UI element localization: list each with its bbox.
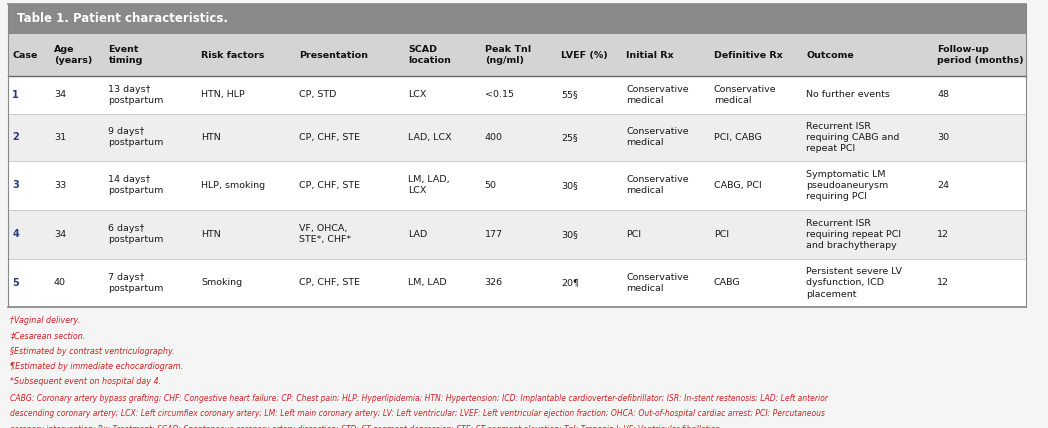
Text: 3: 3 bbox=[13, 180, 19, 190]
Text: 34: 34 bbox=[53, 230, 66, 239]
Text: Recurrent ISR
requiring CABG and
repeat PCI: Recurrent ISR requiring CABG and repeat … bbox=[807, 122, 900, 153]
Text: LAD: LAD bbox=[409, 230, 428, 239]
Text: 177: 177 bbox=[484, 230, 503, 239]
Text: 30§: 30§ bbox=[561, 181, 577, 190]
Text: ‡Cesarean section.: ‡Cesarean section. bbox=[10, 332, 86, 341]
Text: CABG: CABG bbox=[714, 279, 740, 288]
Bar bbox=[8, 34, 1026, 76]
Text: coronary intervention; Rx: Treatment; SCAD: Spontaneous coronary artery dissecti: coronary intervention; Rx: Treatment; SC… bbox=[10, 425, 723, 428]
Text: Event
timing: Event timing bbox=[108, 45, 143, 65]
Text: LM, LAD,
LCX: LM, LAD, LCX bbox=[409, 175, 450, 196]
Text: 7 days†
postpartum: 7 days† postpartum bbox=[108, 273, 163, 293]
Text: Conservative
medical: Conservative medical bbox=[627, 175, 690, 196]
Text: Follow-up
period (months): Follow-up period (months) bbox=[937, 45, 1024, 65]
Text: HTN: HTN bbox=[201, 230, 221, 239]
Text: Symptomatic LM
pseudoaneurysm
requiring PCI: Symptomatic LM pseudoaneurysm requiring … bbox=[807, 170, 889, 201]
Text: 400: 400 bbox=[484, 133, 503, 142]
Text: 50: 50 bbox=[484, 181, 497, 190]
Text: †Vaginal delivery.: †Vaginal delivery. bbox=[10, 316, 81, 325]
Bar bbox=[8, 114, 1026, 161]
Text: HTN: HTN bbox=[201, 133, 221, 142]
Text: 48: 48 bbox=[937, 90, 949, 99]
Text: Presentation: Presentation bbox=[300, 51, 368, 59]
Text: ¶Estimated by immediate echocardiogram.: ¶Estimated by immediate echocardiogram. bbox=[10, 362, 183, 371]
Text: LVEF (%): LVEF (%) bbox=[561, 51, 608, 59]
Text: PCI: PCI bbox=[714, 230, 728, 239]
Text: Persistent severe LV
dysfunction, ICD
placement: Persistent severe LV dysfunction, ICD pl… bbox=[807, 268, 902, 299]
Text: 55§: 55§ bbox=[561, 90, 577, 99]
Text: 24: 24 bbox=[937, 181, 949, 190]
Text: LCX: LCX bbox=[409, 90, 427, 99]
Text: CABG, PCI: CABG, PCI bbox=[714, 181, 762, 190]
Text: Peak TnI
(ng/ml): Peak TnI (ng/ml) bbox=[484, 45, 531, 65]
Text: 6 days†
postpartum: 6 days† postpartum bbox=[108, 224, 163, 244]
Text: Conservative
medical: Conservative medical bbox=[627, 273, 690, 293]
Text: 40: 40 bbox=[53, 279, 66, 288]
Text: HTN, HLP: HTN, HLP bbox=[201, 90, 245, 99]
Text: 20¶: 20¶ bbox=[561, 279, 578, 288]
Bar bbox=[8, 76, 1026, 114]
Text: 31: 31 bbox=[53, 133, 66, 142]
Text: PCI: PCI bbox=[627, 230, 641, 239]
Text: PCI, CABG: PCI, CABG bbox=[714, 133, 762, 142]
Text: <0.15: <0.15 bbox=[484, 90, 514, 99]
Bar bbox=[8, 259, 1026, 307]
Text: Smoking: Smoking bbox=[201, 279, 242, 288]
Text: LM, LAD: LM, LAD bbox=[409, 279, 447, 288]
Text: 12: 12 bbox=[937, 279, 949, 288]
Text: CP, STD: CP, STD bbox=[300, 90, 336, 99]
Bar bbox=[8, 3, 1026, 34]
Text: Conservative
medical: Conservative medical bbox=[714, 85, 777, 105]
Text: 9 days†
postpartum: 9 days† postpartum bbox=[108, 128, 163, 148]
Text: Definitive Rx: Definitive Rx bbox=[714, 51, 783, 59]
Text: Case: Case bbox=[13, 51, 38, 59]
Text: §Estimated by contrast ventriculography.: §Estimated by contrast ventriculography. bbox=[10, 347, 175, 356]
Text: 326: 326 bbox=[484, 279, 503, 288]
Bar bbox=[8, 161, 1026, 210]
Text: HLP, smoking: HLP, smoking bbox=[201, 181, 265, 190]
Text: 12: 12 bbox=[937, 230, 949, 239]
Text: 1: 1 bbox=[13, 90, 19, 100]
Text: 5: 5 bbox=[13, 278, 19, 288]
Text: 14 days†
postpartum: 14 days† postpartum bbox=[108, 175, 163, 196]
Text: Table 1. Patient characteristics.: Table 1. Patient characteristics. bbox=[17, 12, 227, 26]
Text: 30§: 30§ bbox=[561, 230, 577, 239]
Text: LAD, LCX: LAD, LCX bbox=[409, 133, 452, 142]
Text: CP, CHF, STE: CP, CHF, STE bbox=[300, 279, 361, 288]
Text: Risk factors: Risk factors bbox=[201, 51, 264, 59]
Text: 2: 2 bbox=[13, 132, 19, 143]
Text: VF, OHCA,
STE*, CHF*: VF, OHCA, STE*, CHF* bbox=[300, 224, 351, 244]
Text: 33: 33 bbox=[53, 181, 66, 190]
Text: 13 days†
postpartum: 13 days† postpartum bbox=[108, 85, 163, 105]
Text: *Subsequent event on hospital day 4.: *Subsequent event on hospital day 4. bbox=[10, 377, 161, 386]
Text: descending coronary artery; LCX: Left circumflex coronary artery; LM: Left main : descending coronary artery; LCX: Left ci… bbox=[10, 410, 826, 419]
Text: Conservative
medical: Conservative medical bbox=[627, 128, 690, 148]
Text: 34: 34 bbox=[53, 90, 66, 99]
Text: CP, CHF, STE: CP, CHF, STE bbox=[300, 133, 361, 142]
Text: CP, CHF, STE: CP, CHF, STE bbox=[300, 181, 361, 190]
Text: Age
(years): Age (years) bbox=[53, 45, 92, 65]
Text: SCAD
location: SCAD location bbox=[409, 45, 452, 65]
Text: CABG: Coronary artery bypass grafting; CHF: Congestive heart failure; CP: Chest : CABG: Coronary artery bypass grafting; C… bbox=[10, 394, 828, 403]
Text: Conservative
medical: Conservative medical bbox=[627, 85, 690, 105]
Text: Initial Rx: Initial Rx bbox=[627, 51, 674, 59]
Text: 25§: 25§ bbox=[561, 133, 577, 142]
Text: No further events: No further events bbox=[807, 90, 891, 99]
Text: Outcome: Outcome bbox=[807, 51, 854, 59]
Bar bbox=[8, 210, 1026, 259]
Text: 30: 30 bbox=[937, 133, 949, 142]
Text: Recurrent ISR
requiring repeat PCI
and brachytherapy: Recurrent ISR requiring repeat PCI and b… bbox=[807, 219, 901, 250]
Text: 4: 4 bbox=[13, 229, 19, 239]
